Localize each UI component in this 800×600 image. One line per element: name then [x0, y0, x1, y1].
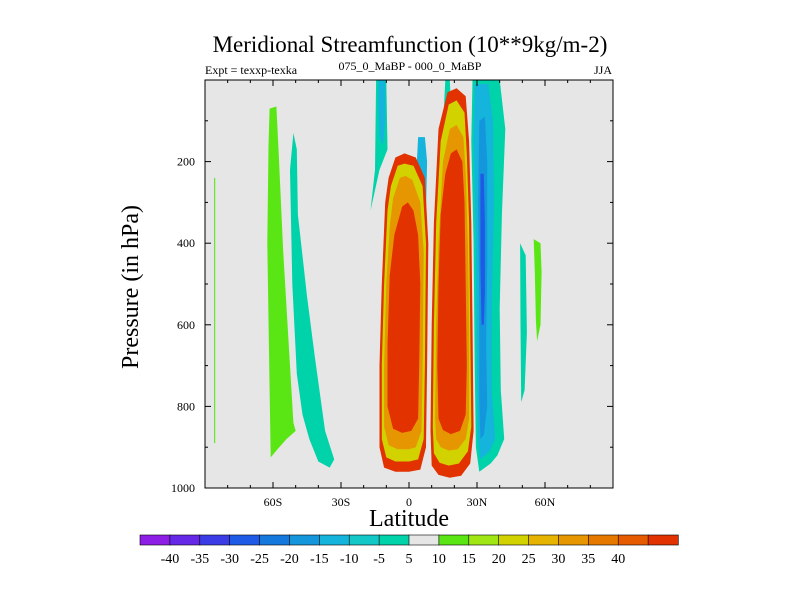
colorbar-label: 25	[522, 552, 536, 567]
colorbar-swatch	[169, 534, 201, 546]
y-axis-ticks: 200 400 600 800 1000	[171, 120, 613, 495]
y-tick-label: 200	[177, 155, 195, 169]
colorbar-swatch	[229, 534, 261, 546]
colorbar-swatch	[319, 534, 350, 546]
colorbar-label: -10	[340, 552, 359, 567]
colorbar-label: 30	[551, 552, 565, 567]
chart-title: Meridional Streamfunction (10**9kg/m-2)	[213, 32, 608, 57]
colorbar-swatch	[647, 534, 679, 546]
x-axis-ticks: 60S 30S 0 30N 60N	[227, 80, 591, 509]
colorbar-swatch	[139, 534, 171, 546]
colorbar-swatch	[408, 534, 440, 546]
contour-region-thin-positive-strip-60s	[214, 177, 216, 444]
x-axis-label: Latitude	[369, 506, 449, 532]
colorbar-label: 10	[432, 552, 446, 567]
colorbar-swatch	[378, 534, 410, 546]
y-tick-label: 400	[177, 236, 195, 250]
y-axis-label: Pressure (in hPa)	[118, 205, 144, 369]
colorbar-label: 40	[611, 552, 625, 567]
colorbar-swatch	[259, 534, 291, 546]
x-tick-label: 60N	[535, 495, 556, 509]
colorbar-label: -40	[161, 552, 180, 567]
subtitle-season: JJA	[594, 63, 612, 77]
colorbar-label: -5	[373, 552, 385, 567]
colorbar-swatch	[588, 534, 619, 546]
colorbar: -40 -35 -30 -25 -20 -15 -10 -5 5 10 15 20 25 30 35 40	[139, 534, 679, 567]
colorbar-label: -20	[280, 552, 299, 567]
contour-region-negative-band-30n-25	[480, 173, 485, 325]
x-tick-label: 0	[406, 495, 412, 509]
colorbar-label: 15	[462, 552, 476, 567]
colorbar-swatch	[348, 534, 380, 546]
colorbar-label: 5	[406, 552, 413, 567]
colorbar-swatch	[558, 534, 589, 546]
colorbar-swatch	[528, 534, 560, 546]
x-tick-label: 60S	[264, 495, 283, 509]
x-tick-label: 30N	[467, 495, 488, 509]
contour-region-positive-band-50s	[267, 106, 296, 458]
colorbar-label: -30	[220, 552, 239, 567]
colorbar-swatch	[199, 534, 231, 546]
colorbar-swatch	[617, 534, 649, 546]
colorbar-label: -15	[310, 552, 329, 567]
contour-region-hadley-cell-south-35	[387, 202, 421, 433]
colorbar-swatch	[468, 534, 500, 546]
y-tick-label: 600	[177, 318, 195, 332]
colorbar-label: -35	[190, 552, 209, 567]
contour-region-hadley-cell-north-35	[437, 149, 467, 435]
subtitle-experiment: Expt = texxp-texka	[205, 63, 298, 77]
y-tick-label: 800	[177, 399, 195, 413]
x-tick-label: 30S	[332, 495, 351, 509]
contour-fill-layer	[214, 80, 542, 478]
colorbar-swatch	[289, 534, 320, 546]
contour-region-weak-negative-strip-45n	[520, 243, 527, 403]
colorbar-swatch	[498, 534, 530, 546]
colorbar-label: 35	[581, 552, 595, 567]
y-tick-label: 1000	[171, 481, 195, 495]
colorbar-swatch	[438, 534, 470, 546]
colorbar-label: 20	[492, 552, 506, 567]
colorbar-label: -25	[250, 552, 269, 567]
contour-region-negative-lobe-20s-inner	[378, 80, 386, 146]
subtitle-period: 075_0_MaBP - 000_0_MaBP	[339, 59, 482, 73]
contour-region-weak-negative-band-40s	[290, 133, 335, 468]
contour-region-positive-patch-55n	[533, 239, 542, 342]
